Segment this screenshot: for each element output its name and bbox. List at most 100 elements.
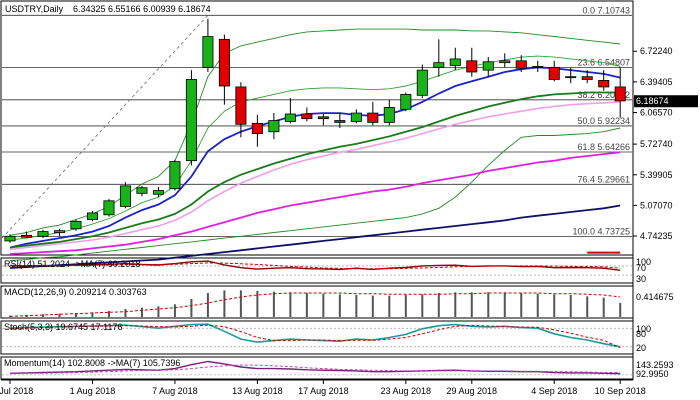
candle-up: [482, 61, 494, 71]
macd-bar: [173, 304, 176, 317]
macd-bar: [602, 297, 605, 317]
x-tick-label: 13 Aug 2018: [232, 386, 283, 396]
macd-bar: [404, 295, 407, 317]
macd-bar: [454, 292, 457, 317]
rsi-line: [9, 260, 621, 271]
candle-up: [565, 76, 577, 79]
candle-up: [416, 69, 428, 96]
candle-up: [37, 231, 49, 237]
ohlc-header: 6.34325 6.55166 6.00939 6.18674: [73, 4, 211, 14]
candle-down: [235, 86, 247, 125]
macd-bar: [107, 311, 110, 317]
macd-bar: [487, 292, 490, 317]
macd-bar: [41, 314, 44, 317]
indicator-label: Momentum(14) 102.8008 ->MA(7) 105.7396: [4, 358, 180, 368]
candles: [4, 18, 626, 243]
y-tick-label: 5.07070: [640, 200, 673, 210]
indicator-tick-label: 20: [636, 343, 646, 353]
band-inner-upper: [9, 55, 621, 241]
macd-bar: [223, 290, 226, 317]
fib-label: 61.8 5.64266: [577, 142, 630, 152]
macd-bar: [58, 313, 61, 317]
candle-up: [185, 79, 197, 162]
candle-down: [598, 80, 610, 88]
last-price-label: 6.18674: [636, 96, 669, 106]
macd-bar: [371, 295, 374, 317]
fib-label: 0.0 7.10743: [582, 5, 630, 15]
macd-bar: [421, 294, 424, 317]
candle-up: [350, 112, 362, 122]
stoch-d-line: [9, 324, 621, 349]
candle-up: [268, 120, 280, 133]
x-tick-label: 23 Aug 2018: [381, 386, 432, 396]
macd-bar: [256, 291, 259, 317]
symbol-header: USDTRY,Daily: [5, 4, 64, 14]
x-tick-label: 10 Sep 2018: [595, 386, 646, 396]
macd-bar: [355, 295, 358, 317]
y-tick-label: 6.39405: [640, 77, 673, 87]
y-tick-label: 5.39905: [640, 170, 673, 180]
candle-down: [581, 76, 593, 80]
macd-bar: [619, 303, 622, 317]
indicator-label: MACD(12,26,9) 0.209214 0.303763: [4, 287, 147, 297]
candle-down: [548, 66, 560, 80]
fib-label: 38.2 6.20202: [577, 90, 630, 100]
candle-up: [433, 62, 445, 68]
trend-line-segment: [1, 15, 209, 239]
x-tick-label: 26 Jul 2018: [0, 386, 33, 396]
candle-up: [70, 220, 82, 230]
candle-down: [317, 116, 329, 120]
candle-up: [169, 161, 181, 190]
band-lower-band: [9, 127, 621, 261]
y-tick-label: 5.72740: [640, 139, 673, 149]
indicator-tick-label: 0.414675: [636, 292, 674, 302]
y-tick-label: 6.72240: [640, 46, 673, 56]
macd-bar: [272, 291, 275, 317]
macd-bar: [190, 299, 193, 317]
indicator-tick-label: 70: [636, 263, 646, 273]
macd-bar: [140, 307, 143, 317]
macd-bar: [74, 313, 77, 317]
indicator-label: Stoch(5,3,3) 19.6745 17.1176: [4, 322, 122, 332]
band-pink: [9, 101, 621, 251]
ma-green: [9, 91, 621, 249]
x-tick-label: 29 Aug 2018: [446, 386, 497, 396]
candle-up: [400, 94, 412, 110]
candle-down: [466, 60, 478, 73]
x-tick-label: 7 Aug 2018: [152, 386, 198, 396]
fib-label: 76.4 5.29661: [577, 174, 630, 184]
candle-up: [449, 58, 461, 66]
last-price-box: [634, 95, 698, 108]
y-tick-label: 4.74235: [640, 231, 673, 241]
macd-bar: [124, 309, 127, 317]
candle-up: [383, 107, 395, 123]
candle-up: [202, 36, 214, 68]
macd-bar: [586, 296, 589, 317]
candle-down: [218, 38, 230, 87]
candle-up: [532, 66, 544, 68]
moving-averages: [9, 66, 621, 269]
momentum-ma-line: [9, 364, 621, 375]
candle-down: [367, 112, 379, 123]
indicator-tick-label: 30: [636, 274, 646, 284]
macd-bar: [388, 295, 391, 317]
candle-down: [334, 120, 346, 123]
candle-up: [53, 230, 65, 233]
candle-down: [251, 122, 263, 135]
candle-up: [103, 200, 115, 216]
macd-bar: [503, 292, 506, 317]
x-axis: 26 Jul 2018 1 Aug 2018 7 Aug 2018 13 Aug 20…: [0, 379, 646, 396]
indicator-tick-label: 92.9950: [636, 369, 669, 379]
macd-bar: [289, 292, 292, 317]
trend-line: [1, 15, 209, 239]
x-tick-label: 4 Sep 2018: [531, 386, 577, 396]
fib-label: 50.0 5.92234: [577, 116, 630, 126]
candle-down: [614, 86, 626, 102]
ma-navy: [9, 204, 621, 269]
indicator-tick-label: 100: [636, 257, 651, 267]
indicators: RSI(14) 51.2024 ->MA(7) 60.2018 1007030MA…: [2, 257, 674, 379]
macd-bar: [322, 293, 325, 317]
y-axis: 6.72240 6.39405 6.06570 5.72740 5.39905 5.070…: [633, 46, 673, 241]
